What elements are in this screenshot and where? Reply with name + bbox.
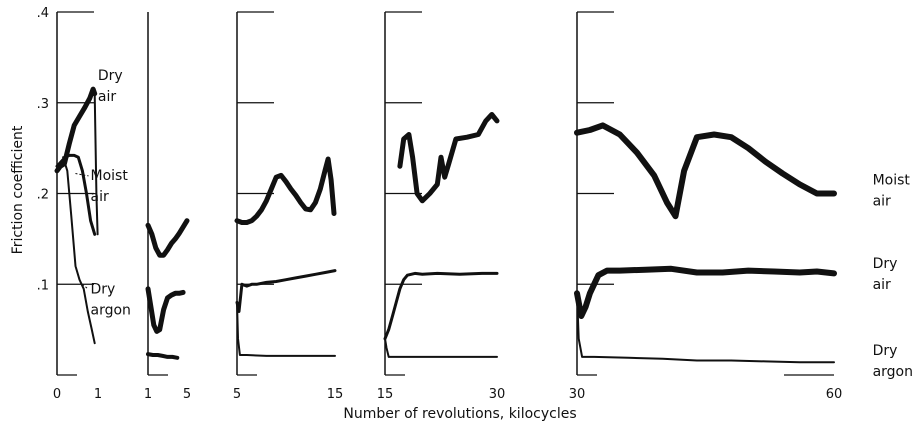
x-tick-label: 15 [327, 387, 344, 402]
y-tick-label: .4 [37, 6, 49, 21]
annotation-label: Dry [91, 281, 116, 297]
x-tick-label: 1 [144, 387, 152, 402]
annotation-label: Dry [873, 343, 898, 359]
x-tick-label: 60 [826, 387, 843, 402]
y-tick-label: .1 [37, 278, 49, 293]
y-tick-label: .2 [37, 188, 49, 203]
annotation-label: Dry [98, 68, 123, 84]
y-axis-title: Friction coefficient [10, 125, 26, 254]
series-dry-argon-line [62, 156, 96, 345]
series-dry-argon-line [384, 337, 498, 358]
annotation-label: Moist [873, 172, 911, 188]
annotation-label: air [873, 277, 891, 293]
series-moist-air-line [574, 122, 837, 220]
panel-4: 15 30 [377, 11, 506, 402]
panel-1: .1 .2 .3 .4 0 1 Dry air Moist air Dry argon [37, 6, 131, 402]
series-drop-line [93, 92, 99, 236]
series-moist-air-line [397, 112, 500, 204]
series-moist-air-line [234, 156, 337, 225]
series-dry-air-line [235, 269, 337, 313]
annotation-label: air [98, 89, 116, 105]
x-tick-label: 30 [569, 387, 586, 402]
series-dry-argon-line [236, 301, 336, 357]
series-moist-air-line [145, 218, 190, 258]
series-dry-air-line [574, 265, 837, 319]
annotation-label: Moist [91, 168, 129, 184]
annotation-label: argon [91, 302, 131, 318]
x-tick-label: 5 [183, 387, 191, 402]
series-dry-argon-line [576, 292, 835, 364]
x-tick-label: 15 [377, 387, 394, 402]
annotation-label: air [91, 189, 109, 205]
panel-3: 5 15 [233, 11, 344, 402]
x-axis-title: Number of revolutions, kilocycles [343, 406, 576, 422]
series-dry-air-line [383, 271, 499, 341]
x-tick-label: 0 [53, 387, 61, 402]
series-dry-air-line [54, 86, 98, 174]
x-tick-label: 30 [489, 387, 506, 402]
y-tick-label: .3 [37, 97, 49, 112]
series-dry-air-line [145, 286, 186, 334]
panel-5: 30 60 Moist air Dry air Dry argon [569, 11, 913, 402]
series-dry-argon-line [146, 352, 180, 360]
annotation-label: argon [873, 364, 913, 380]
x-tick-label: 5 [233, 387, 241, 402]
annotation-label: Dry [873, 256, 898, 272]
annotation-label: air [873, 193, 891, 209]
x-tick-label: 1 [94, 387, 102, 402]
annotation-leader [82, 283, 89, 290]
